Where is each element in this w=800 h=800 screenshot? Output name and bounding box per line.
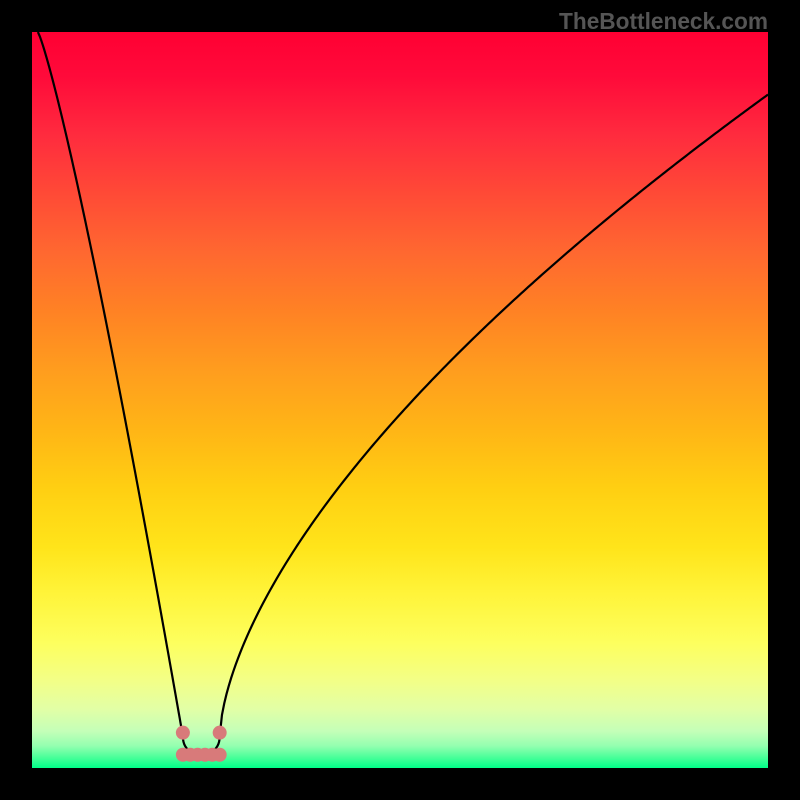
plot-area: [32, 32, 768, 768]
curve-marker: [213, 726, 227, 740]
curve-marker: [176, 726, 190, 740]
chart-root: TheBottleneck.com: [0, 0, 800, 800]
curve-marker: [213, 748, 227, 762]
curve-layer: [32, 32, 768, 768]
curve-left-branch: [38, 32, 183, 736]
watermark-text: TheBottleneck.com: [559, 8, 768, 35]
curve-right-branch: [220, 95, 768, 737]
